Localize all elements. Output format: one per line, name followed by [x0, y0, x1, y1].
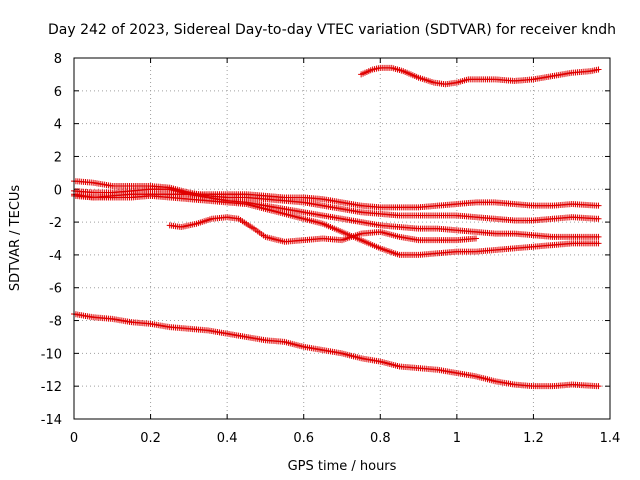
- x-tick-label: 0.4: [217, 431, 238, 446]
- x-tick-label: 1: [453, 431, 461, 446]
- y-tick-label: 0: [54, 183, 62, 198]
- x-tick-label: 1.2: [523, 431, 544, 446]
- x-tick-label: 0: [70, 431, 78, 446]
- data-point: [595, 233, 602, 240]
- chart-title: Day 242 of 2023, Sidereal Day-to-day VTE…: [48, 22, 616, 38]
- plot-frame: [73, 57, 611, 420]
- data-point: [473, 235, 479, 242]
- y-tick-label: -10: [41, 347, 62, 362]
- y-tick-label: 4: [54, 118, 62, 133]
- x-tick-label: 1.4: [600, 431, 621, 446]
- series-track-1: [358, 64, 602, 88]
- y-tick-label: -4: [49, 249, 62, 264]
- y-tick-label: -2: [49, 216, 62, 231]
- y-tick-label: -14: [41, 413, 62, 428]
- data-point: [595, 215, 602, 222]
- data-point: [595, 66, 602, 73]
- y-axis-label: SDTVAR / TECUs: [8, 185, 23, 292]
- series-track-3: [71, 178, 602, 224]
- x-axis-label: GPS time / hours: [288, 459, 397, 474]
- y-tick-label: 2: [54, 150, 62, 165]
- data-point: [595, 383, 602, 390]
- series-track-5: [166, 214, 479, 245]
- series-track-6: [71, 192, 602, 258]
- y-tick-label: -12: [41, 380, 62, 395]
- y-tick-label: -6: [49, 282, 62, 297]
- series-track-7: [71, 310, 602, 390]
- y-tick-label: 8: [54, 52, 62, 67]
- data-point: [595, 240, 602, 247]
- x-tick-label: 0.8: [370, 431, 391, 446]
- axis-ticks: 0 0.2 0.4 0.6 0.8 1 1.2 1.4 -14 -12 -10 -8 -6 -4 -2 0 2 4…: [41, 52, 621, 446]
- x-tick-label: 0.2: [140, 431, 161, 446]
- x-tick-label: 0.6: [293, 431, 314, 446]
- data-series: [71, 64, 602, 390]
- data-point: [595, 202, 602, 209]
- y-tick-label: -8: [49, 315, 62, 330]
- y-tick-label: 6: [54, 85, 62, 100]
